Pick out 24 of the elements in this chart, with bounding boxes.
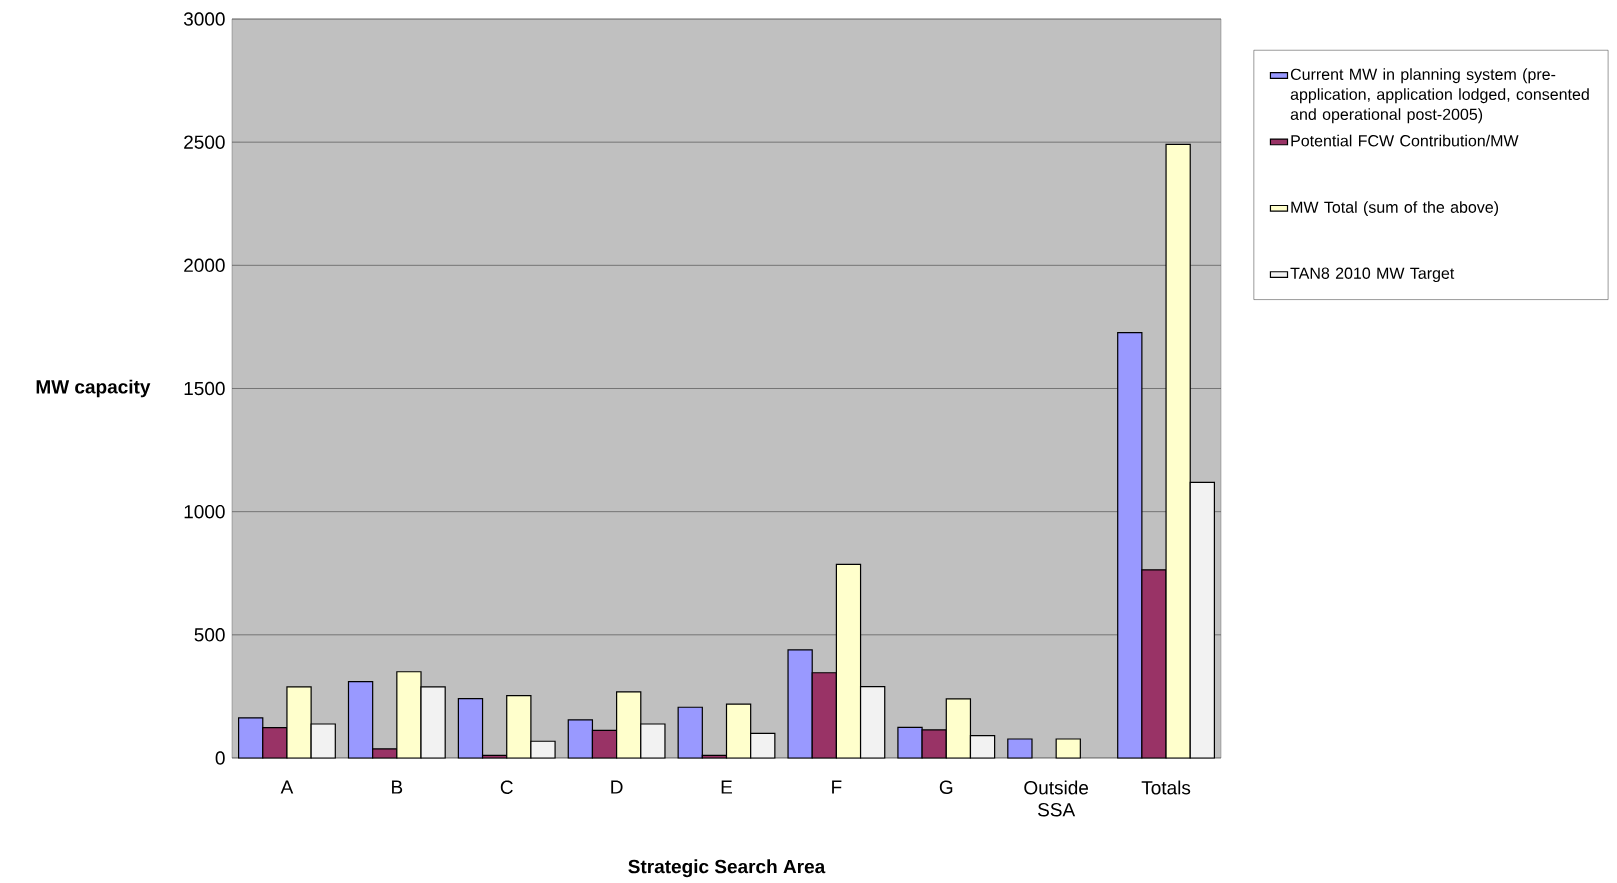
y-tick-label: 2500 [184,135,225,149]
legend-label: TAN8 2010 MW Target [1290,267,1455,282]
bar [1055,738,1081,759]
x-tick-label: C [500,780,513,794]
legend-label: Current MW in planning system (pre-application, application lodged, consented and operational post-2005) [1290,68,1589,123]
y-tick-label: 3000 [183,12,225,26]
x-tick-label: G [939,780,953,794]
y-tick-label: 0 [215,751,225,765]
y-tick-label: 500 [194,627,225,642]
y-tick-label: 1000 [184,504,225,519]
legend-label: Potential FCW Contribution/MW [1291,134,1519,147]
x-tick-label: F [832,780,842,794]
legend-label: MW Total (sum of the above) [1291,200,1499,216]
x-tick-label: E [721,780,733,794]
bar [1007,738,1033,759]
x-tick-label: D [611,780,623,794]
x-tick-label: A [280,780,294,794]
x-axis-title: Strategic Search Area [628,859,826,877]
x-tick-label: Outside SSA [1024,780,1089,817]
y-axis-title: MW capacity [36,379,151,398]
y-tick-label: 2000 [184,258,225,272]
x-tick-label: Totals [1141,780,1191,795]
y-tick-label: 1500 [184,381,225,395]
x-tick-label: B [392,780,403,794]
